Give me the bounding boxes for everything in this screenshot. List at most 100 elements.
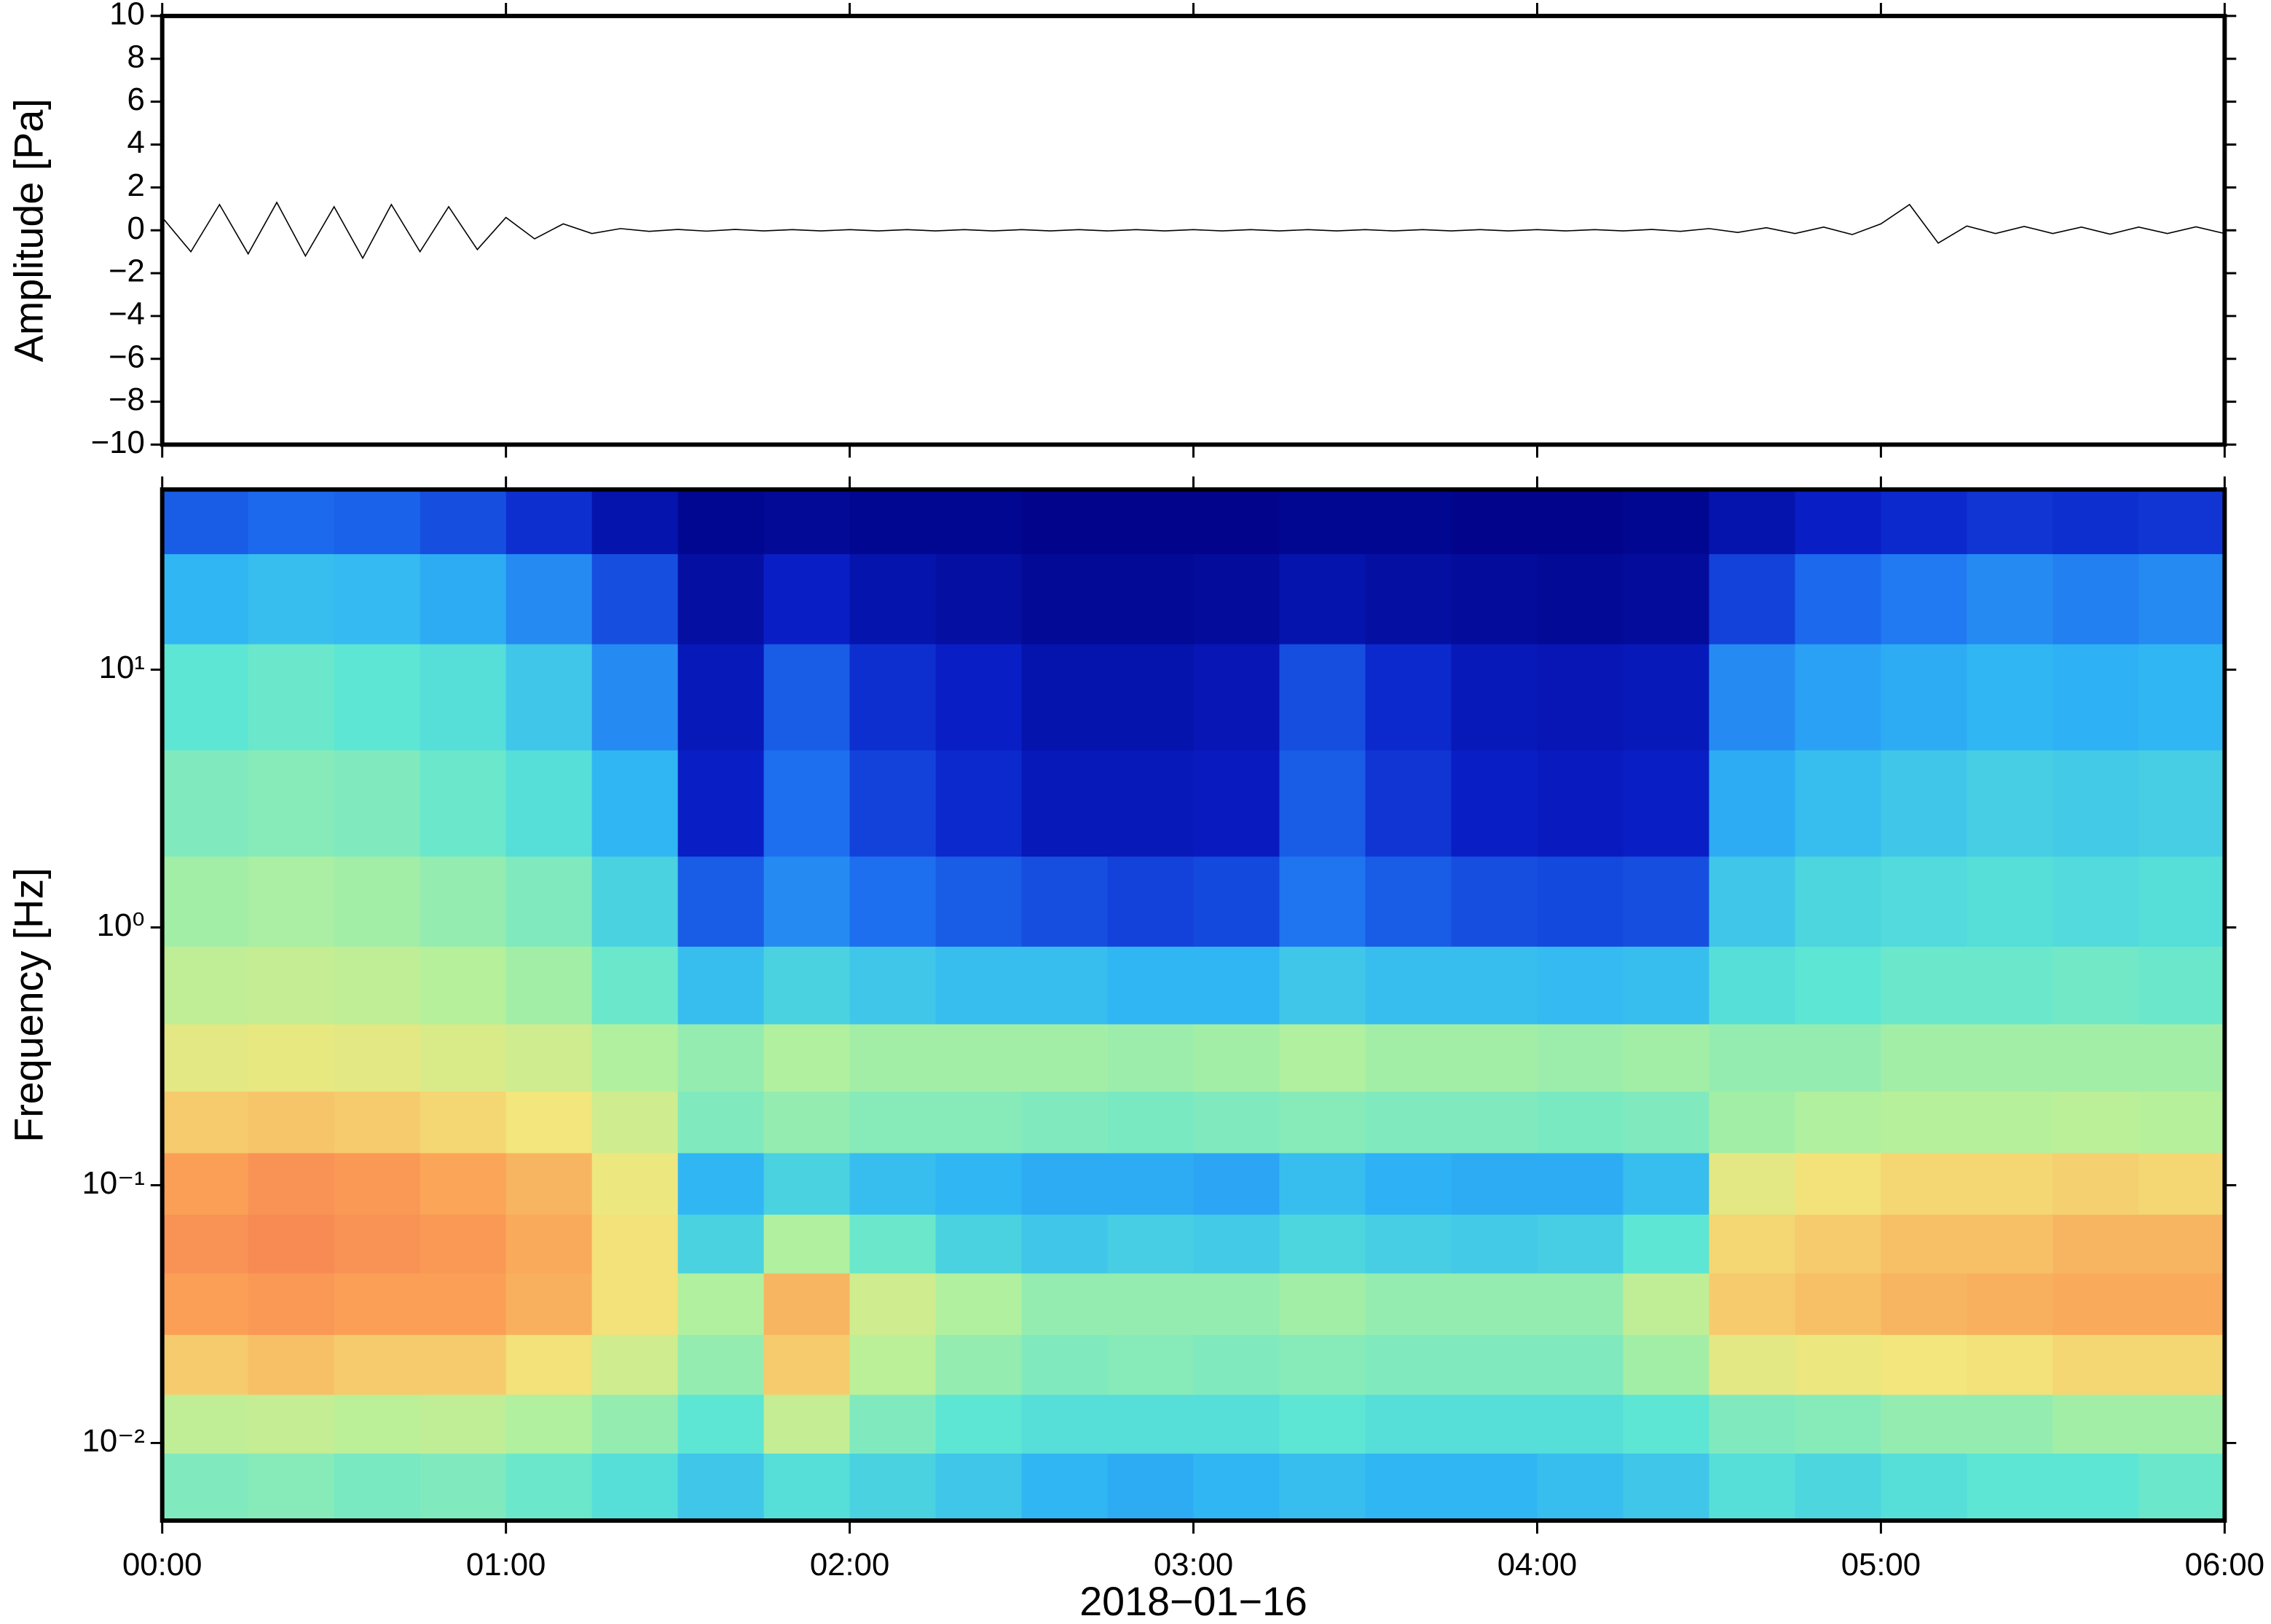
heat-cell: [1967, 553, 2054, 645]
heat-cell: [1623, 553, 1710, 645]
heat-cell: [1365, 945, 1452, 1025]
heat-cell: [1021, 643, 1109, 751]
heat-cell: [1021, 489, 1109, 554]
heat-cell: [1709, 1090, 1796, 1154]
heat-cell: [677, 1152, 765, 1215]
heat-cell: [1709, 1394, 1796, 1454]
heat-cell: [935, 1090, 1023, 1154]
heat-cell: [763, 856, 851, 947]
heat-cell: [1709, 1023, 1796, 1092]
heat-cell: [420, 489, 507, 554]
heat-cell: [849, 489, 937, 554]
heat-cell: [1451, 945, 1538, 1025]
y-tick-label: 10: [109, 0, 145, 31]
heat-cell: [1881, 945, 1968, 1025]
heat-cell: [2052, 945, 2140, 1025]
heat-cell: [1623, 856, 1710, 947]
y-tick-label: −6: [109, 339, 145, 374]
heat-cell: [677, 489, 765, 554]
heat-cell: [1193, 553, 1280, 645]
heat-cell: [677, 749, 765, 857]
heat-cell: [1021, 1333, 1109, 1395]
heat-cell: [420, 1333, 507, 1395]
heat-cell: [935, 1213, 1023, 1274]
heat-cell: [1451, 1394, 1538, 1454]
heat-cell: [162, 1090, 249, 1154]
heat-cell: [162, 1333, 249, 1395]
heat-cell: [334, 489, 421, 554]
heat-cell: [1279, 1333, 1366, 1395]
heat-cell: [1193, 643, 1280, 751]
heat-cell: [1537, 489, 1624, 554]
heat-cell: [1193, 1152, 1280, 1215]
heat-cell: [1623, 1152, 1710, 1215]
heat-cell: [1623, 489, 1710, 554]
heat-cell: [1365, 1333, 1452, 1395]
heat-cell: [505, 1333, 593, 1395]
heat-cell: [1279, 945, 1366, 1025]
heat-cell: [2138, 1394, 2225, 1454]
heat-cell: [1709, 749, 1796, 857]
heat-cell: [2052, 1152, 2140, 1215]
y-tick-label: 10⁻¹: [82, 1165, 145, 1201]
heat-cell: [1451, 553, 1538, 645]
heat-cell: [162, 553, 249, 645]
heat-cell: [1623, 1452, 1710, 1521]
heat-cell: [1537, 1272, 1624, 1336]
heat-cell: [1021, 1213, 1109, 1274]
heat-cell: [1107, 489, 1194, 554]
heat-cell: [162, 1452, 249, 1521]
heat-cell: [849, 1452, 937, 1521]
heat-cell: [2138, 1152, 2225, 1215]
heat-cell: [334, 1213, 421, 1274]
heat-cell: [1537, 945, 1624, 1025]
heat-cell: [1967, 1452, 2054, 1521]
heat-cell: [1537, 643, 1624, 751]
heat-cell: [334, 749, 421, 857]
frame: [160, 487, 2227, 1523]
y-axis-label: Amplitude [Pa]: [6, 98, 51, 362]
heat-cell: [763, 1213, 851, 1274]
heat-cell: [935, 1394, 1023, 1454]
heat-cell: [1107, 1213, 1194, 1274]
heat-cell: [935, 489, 1023, 554]
heat-cell: [1709, 1452, 1796, 1521]
heat-cell: [2052, 1090, 2140, 1154]
heat-cell: [1795, 489, 1882, 554]
heat-cell: [2138, 553, 2225, 645]
heat-cell: [334, 1394, 421, 1454]
heat-cell: [849, 643, 937, 751]
heat-cell: [1537, 553, 1624, 645]
heat-cell: [1709, 1333, 1796, 1395]
heat-cell: [591, 553, 679, 645]
heat-cell: [1451, 1452, 1538, 1521]
heat-cell: [1795, 1272, 1882, 1336]
y-tick-label: −8: [109, 382, 145, 417]
y-tick-label: −4: [109, 296, 145, 331]
heat-cell: [1967, 945, 2054, 1025]
heat-cell: [1365, 1272, 1452, 1336]
heat-cell: [1451, 1023, 1538, 1092]
heat-cell: [334, 1333, 421, 1395]
heat-cell: [2052, 1023, 2140, 1092]
heat-cell: [1967, 856, 2054, 947]
heat-cell: [1967, 1152, 2054, 1215]
heat-cell: [1365, 1452, 1452, 1521]
y-tick-label: −2: [109, 253, 145, 289]
heat-cell: [1623, 749, 1710, 857]
heat-cell: [248, 1394, 335, 1454]
heat-cell: [248, 643, 335, 751]
x-tick-label: 02:00: [810, 1547, 889, 1582]
heat-cell: [2138, 1090, 2225, 1154]
heat-cell: [505, 945, 593, 1025]
heat-cell: [1107, 1272, 1194, 1336]
heat-cell: [1967, 1090, 2054, 1154]
heat-cell: [248, 489, 335, 554]
heat-cell: [505, 1152, 593, 1215]
y-tick-label: 2: [127, 167, 145, 203]
heat-cell: [1967, 1272, 2054, 1336]
heat-cell: [1451, 749, 1538, 857]
heat-cell: [1107, 945, 1194, 1025]
heat-cell: [1021, 1090, 1109, 1154]
heat-cell: [1279, 643, 1366, 751]
